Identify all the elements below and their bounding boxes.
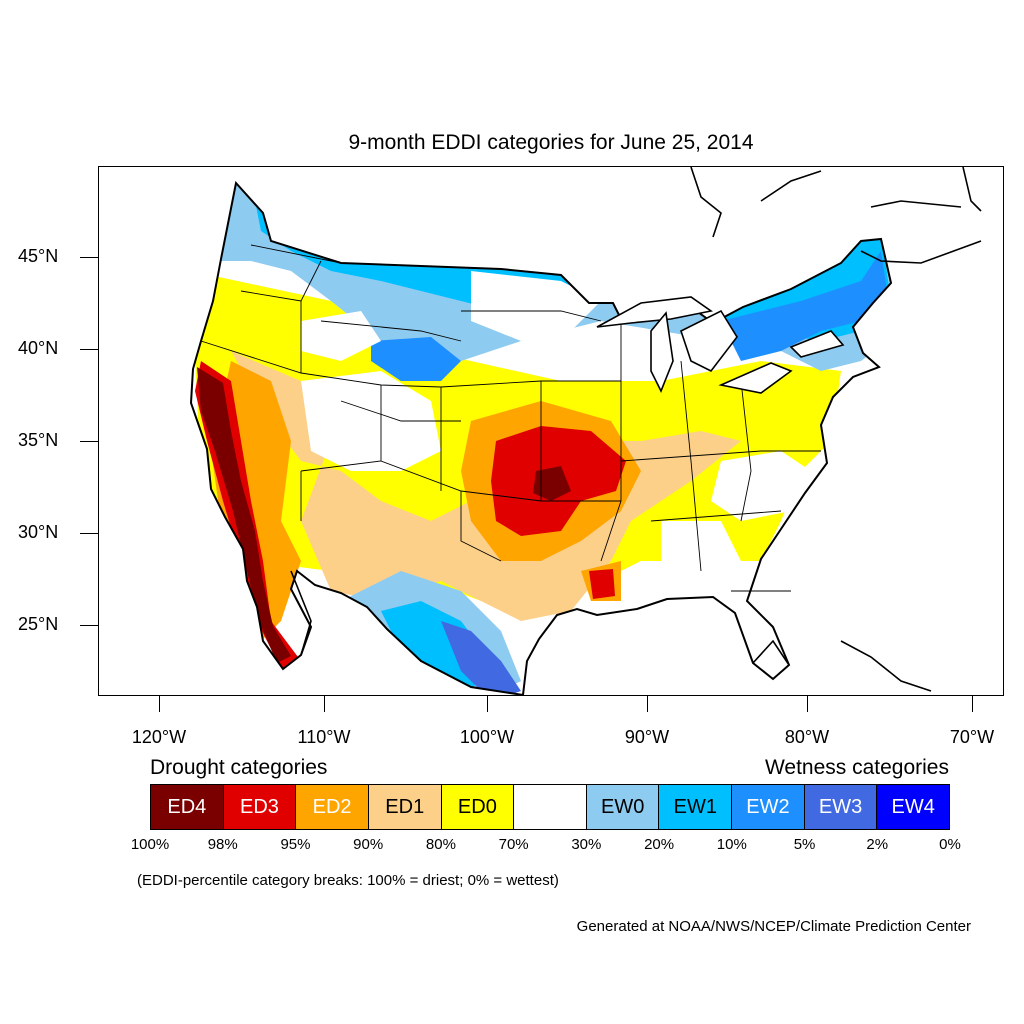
legend-cell-ew2: EW2 [732, 785, 805, 829]
legend-cell-ed0: ED0 [441, 785, 515, 829]
legend-cell-ed1: ED1 [368, 785, 442, 829]
percentile-label: 20% [644, 836, 675, 853]
credit-line: Generated at NOAA/NWS/NCEP/Climate Predi… [576, 918, 971, 935]
legend-cell-normal [514, 785, 587, 829]
lon-tick [807, 696, 808, 712]
percentile-label: 98% [207, 836, 238, 853]
lon-label-70w: 70°W [949, 727, 995, 747]
lat-tick [80, 533, 98, 534]
legend-note: (EDDI-percentile category breaks: 100% =… [137, 872, 559, 889]
lat-label-40: 40°N [18, 338, 59, 358]
lon-label-110w: 110°W [297, 727, 351, 747]
percentile-label: 0% [939, 836, 961, 853]
percentile-label: 10% [716, 836, 747, 853]
lat-label-45: 45°N [18, 246, 59, 266]
lon-tick [487, 696, 488, 712]
lon-tick [972, 696, 973, 712]
percentile-label: 90% [353, 836, 384, 853]
eddi-map-graphic [190, 167, 982, 695]
lat-label-30: 30°N [18, 522, 59, 542]
lat-tick [80, 257, 98, 258]
legend-cell-ed2: ED2 [296, 785, 369, 829]
eddi-map [98, 166, 1004, 696]
wetness-heading: Wetness categories [764, 756, 949, 779]
lat-tick [80, 349, 98, 350]
legend-cell-ew3: EW3 [804, 785, 878, 829]
lon-label-100w: 100°W [459, 727, 515, 747]
legend-cell-ed4: ED4 [151, 785, 224, 829]
percentile-label: 80% [425, 836, 456, 853]
lon-tick [647, 696, 648, 712]
legend-cell-ew4: EW4 [877, 785, 950, 829]
legend-cell-ew0: EW0 [586, 785, 660, 829]
legend-cell-ed3: ED3 [223, 785, 297, 829]
lat-label-35: 35°N [18, 430, 59, 450]
lon-label-120w: 120°W [131, 727, 187, 747]
percentile-label: 30% [571, 836, 602, 853]
lat-tick [80, 625, 98, 626]
lon-tick [324, 696, 325, 712]
percentile-label: 2% [866, 836, 889, 853]
drought-heading: Drought categories [150, 756, 328, 779]
percentile-label: 95% [280, 836, 311, 853]
legend-cell-ew1: EW1 [659, 785, 733, 829]
map-title: 9-month EDDI categories for June 25, 201… [348, 131, 754, 154]
percentile-label: 100% [130, 836, 170, 853]
lon-label-90w: 90°W [624, 727, 670, 747]
lon-tick [159, 696, 160, 712]
lon-label-80w: 80°W [784, 727, 830, 747]
percentile-label: 70% [498, 836, 529, 853]
lat-label-25: 25°N [18, 614, 59, 634]
lat-tick [80, 441, 98, 442]
percentile-label: 5% [793, 836, 816, 853]
legend-colorbar: ED4 ED3 ED2 ED1 ED0 EW0 EW1 EW2 EW3 EW4 [150, 784, 950, 830]
